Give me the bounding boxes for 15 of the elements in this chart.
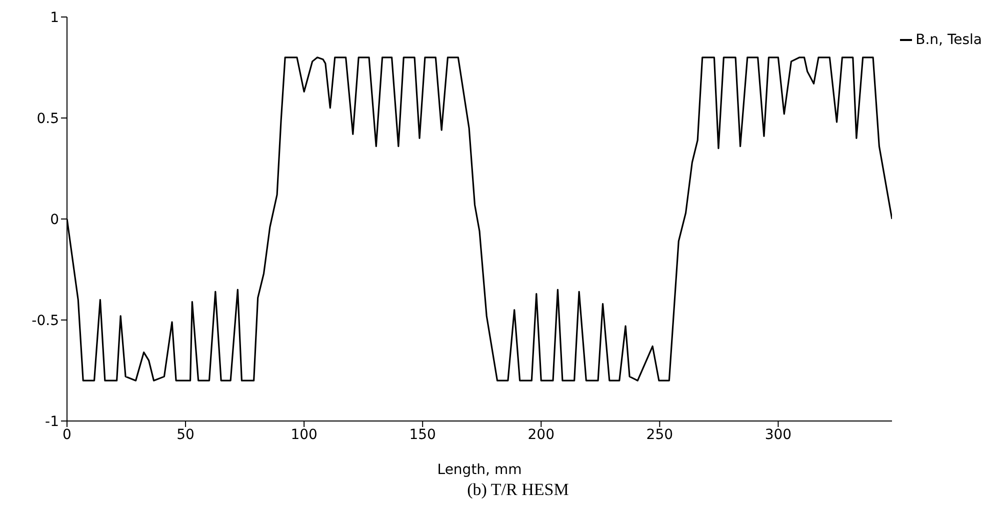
y-tick-label: -1 — [45, 414, 59, 430]
x-axis-title: Length, mm — [437, 462, 522, 478]
x-tick-label: 100 — [290, 426, 318, 443]
legend-label: B.n, Tesla — [916, 32, 982, 48]
y-tick-label: -0.5 — [32, 312, 59, 329]
x-tick-label: 250 — [646, 426, 674, 443]
x-tick-label: 300 — [764, 426, 792, 443]
x-tick-label: 50 — [176, 426, 194, 443]
text: (b) T/R HESM — [466, 480, 570, 500]
y-tick-label: 0.5 — [36, 110, 59, 127]
y-tick-label: 1 — [50, 10, 59, 26]
y-tick-label: 0 — [50, 212, 59, 228]
x-tick-label: 0 — [62, 426, 72, 443]
x-tick-label: 200 — [528, 426, 555, 443]
x-tick-label: 150 — [409, 426, 436, 443]
